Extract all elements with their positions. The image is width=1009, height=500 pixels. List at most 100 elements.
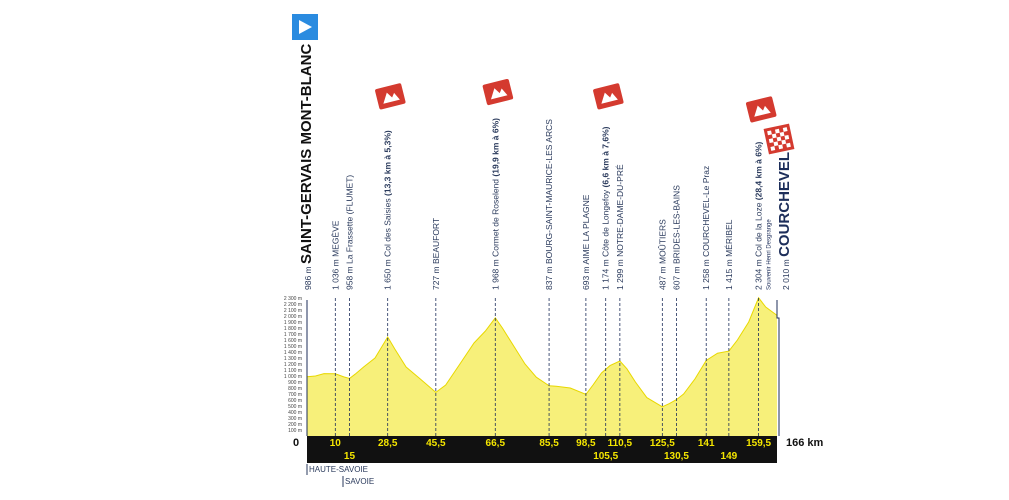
distance-axis-labels: 10 28,5 45,5 66,5 85,5 98,5 110,5 125,5 141 159,5…	[330, 438, 772, 462]
km-label-bottom: 149	[721, 451, 738, 462]
y-tick-label: 1 400 m	[284, 350, 302, 356]
mountain-climb-icon	[593, 83, 624, 110]
waypoint-11: 607 m BRIDES-LES-BAINS	[671, 185, 681, 290]
waypoint-2: 958 m La Frassette (FLUMET)	[344, 175, 354, 290]
mountain-climb-icon	[482, 78, 514, 106]
waypoint-label: 1 650 m Col des Saisies (13,3 km à 5,3%)	[383, 130, 393, 290]
km-label-top: 159,5	[746, 438, 771, 449]
waypoint-7: 693 m AIME LA PLAGNE	[581, 194, 591, 290]
y-tick-label: 2 000 m	[284, 314, 302, 320]
elevation-profile-area	[307, 297, 777, 436]
waypoint-14: 2 304 m Col de la Loze (28,4 km à 6%)Sou…	[754, 141, 773, 290]
mountain-glyph	[383, 92, 400, 104]
y-tick-label: 2 200 m	[284, 302, 302, 308]
waypoint-label: 958 m La Frassette (FLUMET)	[344, 175, 354, 290]
finish-flag-square	[773, 141, 779, 147]
waypoint-13: 1 415 m MÉRIBEL	[724, 219, 734, 290]
waypoint-6: 837 m BOURG-SAINT-MAURICE-LES ARCS	[544, 119, 554, 290]
waypoint-9: 1 299 m NOTRE-DAME-DU-PRÉ	[615, 164, 625, 290]
km-label-top: 28,5	[378, 438, 398, 449]
mountain-glyph	[754, 105, 771, 117]
waypoint-label: 2 010 m COURCHEVEL	[776, 152, 793, 290]
mountain-climb-icon	[745, 96, 777, 123]
finish-flag-icon	[763, 123, 795, 155]
waypoint-12: 1 258 m COURCHEVEL-Le Praz	[701, 166, 711, 290]
finish-flag-square	[781, 139, 787, 145]
region-label-savoie: SAVOIE	[345, 477, 374, 486]
km-start-label: 0	[293, 437, 299, 449]
waypoint-label: 986 m SAINT-GERVAIS MONT-BLANC	[298, 44, 315, 290]
region-label-haute-savoie: HAUTE-SAVOIE	[309, 465, 368, 474]
finish-flag-square	[776, 136, 782, 142]
waypoint-label: 1 968 m Cormet de Roselend (19,9 km à 6%…	[490, 118, 500, 290]
waypoint-label: 727 m BEAUFORT	[431, 218, 441, 290]
y-tick-label: 1 900 m	[284, 320, 302, 326]
y-tick-label: 700 m	[288, 392, 302, 398]
km-label-top: 141	[698, 438, 715, 449]
region-labels: HAUTE-SAVOIE SAVOIE	[306, 464, 374, 487]
finish-line	[776, 300, 780, 436]
y-tick-label: 1 200 m	[284, 362, 302, 368]
finish-flag-square	[778, 144, 784, 150]
finish-flag-square	[770, 146, 776, 151]
mountain-climb-icon	[375, 83, 406, 110]
y-tick-label: 2 300 m	[284, 296, 302, 302]
y-tick-label: 1 800 m	[284, 326, 302, 332]
km-label-top: 45,5	[426, 438, 446, 449]
km-label-bottom: 15	[344, 451, 356, 462]
waypoint-label: 1 258 m COURCHEVEL-Le Praz	[701, 166, 711, 290]
y-tick-label: 600 m	[288, 398, 302, 404]
km-label-bottom: 105,5	[593, 451, 618, 462]
waypoint-label: 487 m MOÛTIERS	[657, 219, 667, 290]
y-tick-label: 900 m	[288, 380, 302, 386]
mountain-glyph	[601, 92, 618, 104]
y-tick-label: 400 m	[288, 410, 302, 416]
y-tick-label: 100 m	[288, 428, 302, 434]
km-label-top: 85,5	[539, 438, 559, 449]
km-label-top: 66,5	[486, 438, 506, 449]
waypoint-label: 1 415 m MÉRIBEL	[724, 219, 734, 290]
finish-flag-square	[786, 142, 791, 148]
km-label-top: 110,5	[608, 438, 633, 449]
waypoint-finish: 2 010 m COURCHEVEL	[776, 152, 793, 290]
waypoint-10: 487 m MOÛTIERS	[657, 219, 667, 290]
finish-flag-square	[784, 134, 790, 140]
waypoint-label: 607 m BRIDES-LES-BAINS	[671, 185, 681, 290]
km-label-bottom: 130,5	[664, 451, 689, 462]
waypoint-1: 1 036 m MEGÈVE	[330, 220, 340, 290]
mountain-glyph	[490, 88, 508, 100]
y-tick-label: 300 m	[288, 416, 302, 422]
waypoint-label: 693 m AIME LA PLAGNE	[581, 194, 591, 290]
waypoint-markers: 986 m SAINT-GERVAIS MONT-BLANC 1 036 m ME…	[298, 44, 793, 436]
y-tick-label: 1 600 m	[284, 338, 302, 344]
waypoint-8: 1 174 m Côte de Longefoy (6,6 km à 7,6%)	[601, 126, 611, 290]
climb-markers	[375, 78, 777, 123]
start-finish-lines	[306, 300, 780, 436]
distance-axis-band	[307, 436, 777, 463]
waypoint-label: 2 304 m Col de la Loze (28,4 km à 6%)	[754, 141, 764, 290]
finish-flag-square	[768, 138, 774, 144]
waypoint-label: 837 m BOURG-SAINT-MAURICE-LES ARCS	[544, 119, 554, 290]
y-tick-label: 1 700 m	[284, 332, 302, 338]
km-label-top: 125,5	[650, 438, 675, 449]
y-tick-label: 1 000 m	[284, 374, 302, 380]
finish-flag-square	[779, 131, 785, 137]
y-tick-label: 1 500 m	[284, 344, 302, 350]
waypoint-label: 1 174 m Côte de Longefoy (6,6 km à 7,6%)	[601, 126, 611, 290]
waypoint-label: 1 299 m NOTRE-DAME-DU-PRÉ	[615, 164, 625, 290]
waypoint-start: 986 m SAINT-GERVAIS MONT-BLANC	[298, 44, 315, 290]
y-axis-ticks: 2 300 m2 200 m2 100 m2 000 m1 900 m1 800…	[284, 296, 302, 434]
start-flag-icon	[292, 14, 318, 40]
y-tick-label: 1 100 m	[284, 368, 302, 374]
waypoint-label: 1 036 m MEGÈVE	[330, 220, 340, 290]
waypoint-3: 1 650 m Col des Saisies (13,3 km à 5,3%)	[383, 130, 393, 290]
finish-flag-square	[782, 127, 788, 132]
y-tick-label: 800 m	[288, 386, 302, 392]
km-end-label: 166 km	[786, 437, 824, 449]
y-tick-label: 500 m	[288, 404, 302, 410]
km-label-top: 98,5	[576, 438, 596, 449]
waypoint-sublabel: Souvenir Henri Desgrange	[767, 219, 773, 290]
y-tick-label: 200 m	[288, 422, 302, 428]
finish-flag-square	[767, 130, 772, 136]
